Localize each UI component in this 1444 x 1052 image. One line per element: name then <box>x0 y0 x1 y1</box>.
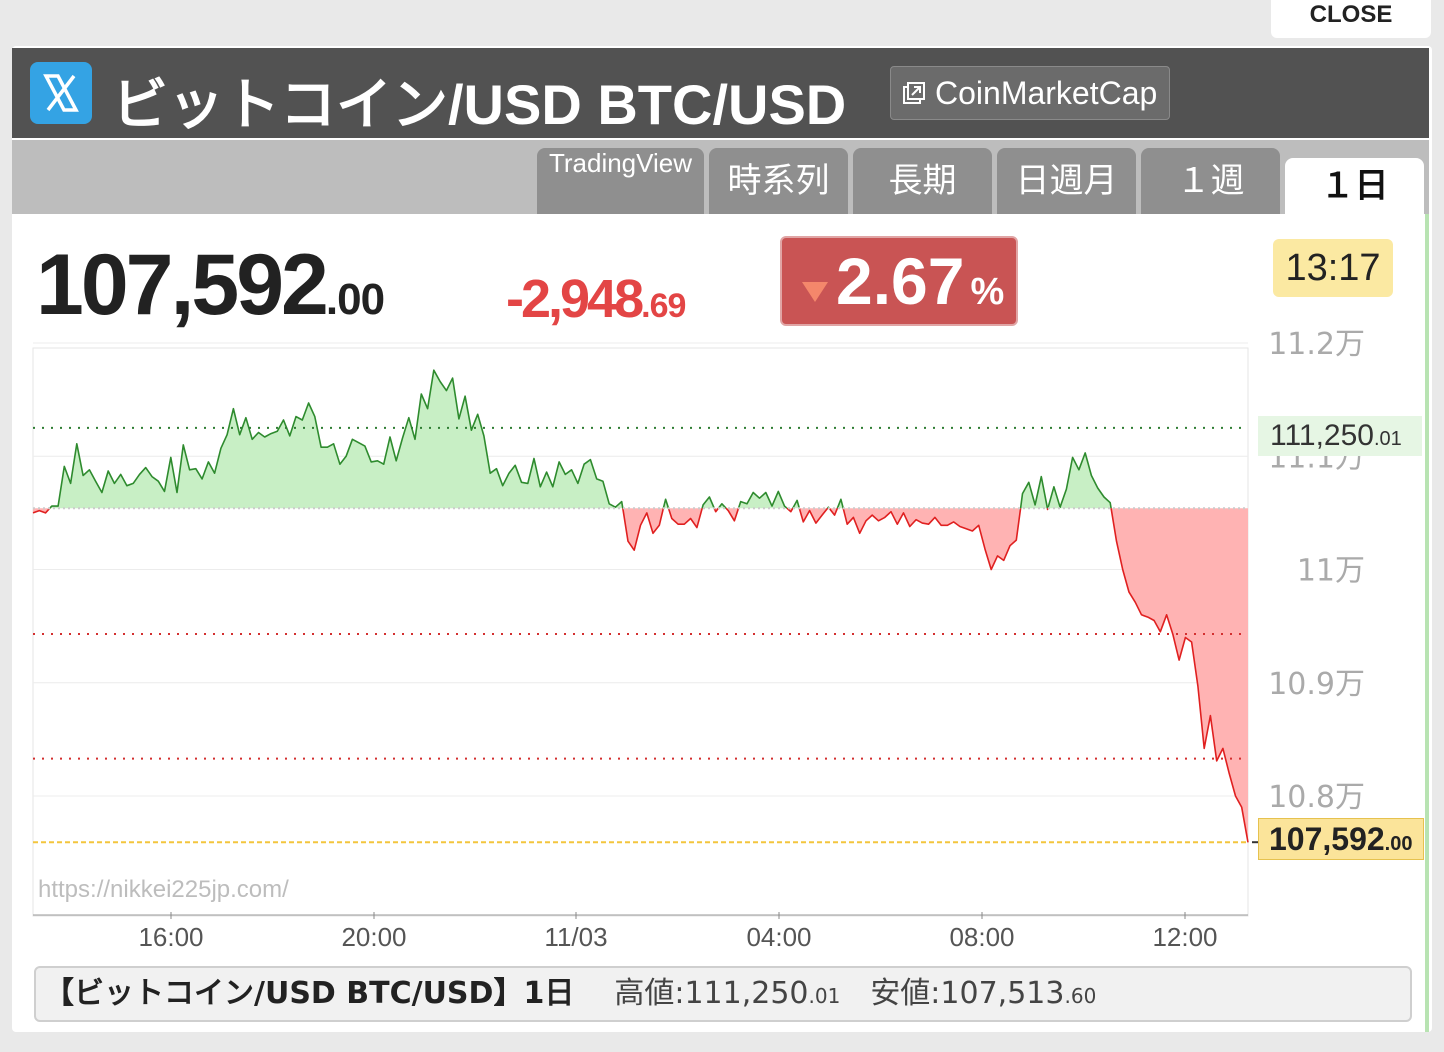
price-integer: 107,592 <box>36 237 329 333</box>
down-triangle-icon <box>802 282 828 302</box>
footer-low-label: 安値: <box>870 976 941 1011</box>
up-line <box>49 369 624 509</box>
plot-frame <box>32 347 1249 917</box>
down-line <box>842 508 1022 571</box>
footer-low-decimal: .60 <box>1064 984 1097 1008</box>
chart-modal: ビットコイン/USD BTC/USD CoinMarketCap Trading… <box>12 46 1432 1032</box>
footer-low-integer: 107,513 <box>940 976 1065 1011</box>
current-marker-decimal: .00 <box>1384 833 1413 855</box>
watermark-url: https://nikkei225jp.com/ <box>38 876 289 903</box>
up-line <box>836 498 844 509</box>
down-area <box>622 508 664 551</box>
footer-high-integer: 111,250 <box>684 976 809 1011</box>
footer-high-decimal: .01 <box>808 984 841 1008</box>
tab-1-week[interactable]: １週 <box>1141 148 1280 214</box>
tab-1-day[interactable]: １日 <box>1285 158 1424 214</box>
down-line <box>32 507 51 514</box>
y-tick-label: 10.8万 <box>1268 780 1365 815</box>
up-area <box>738 491 787 509</box>
down-line <box>786 507 794 513</box>
tab-day-week-month[interactable]: 日週月 <box>997 148 1136 214</box>
footer-high-label: 高値: <box>614 976 685 1011</box>
tab-timeseries[interactable]: 時系列 <box>709 148 848 214</box>
up-line <box>717 503 727 509</box>
up-line <box>792 499 801 509</box>
up-area <box>1020 476 1048 509</box>
down-line <box>1046 508 1049 511</box>
x-tick-label: 08:00 <box>949 922 1014 952</box>
x-tick-label: 04:00 <box>746 922 811 952</box>
coinmarketcap-link[interactable]: CoinMarketCap <box>890 66 1170 120</box>
up-line <box>1047 452 1112 509</box>
page-title: ビットコイン/USD BTC/USD <box>112 73 847 136</box>
coinmarketcap-label: CoinMarketCap <box>935 75 1158 111</box>
up-area <box>702 497 715 509</box>
down-area <box>799 508 828 524</box>
current-marker-integer: 107,592 <box>1269 821 1385 857</box>
tab-tradingview[interactable]: TradingView <box>537 148 704 214</box>
up-area <box>1047 452 1112 509</box>
down-area <box>1111 508 1248 843</box>
tab-bar: TradingView 時系列 長期 日週月 １週 １日 <box>12 140 1429 214</box>
title-bar: ビットコイン/USD BTC/USD CoinMarketCap <box>12 48 1429 138</box>
current-price-marker: 107,592.00 <box>1258 818 1424 860</box>
update-time: 13:17 <box>1273 239 1393 297</box>
up-line <box>737 490 788 509</box>
close-button[interactable]: CLOSE <box>1271 0 1431 38</box>
x-tick-label: 20:00 <box>341 922 406 952</box>
chart-footer: 【ビットコイン/USD BTC/USD】1日 高値:111,250.01 安値:10… <box>34 966 1412 1022</box>
down-line <box>1110 508 1249 843</box>
change-percent-badge: 2.67% <box>780 236 1018 326</box>
up-line <box>701 496 715 509</box>
down-line <box>713 507 720 513</box>
high-marker-label: 111,250.01 <box>1258 416 1422 456</box>
tab-long-term[interactable]: 長期 <box>853 148 992 214</box>
current-price: 107,592.00 <box>36 236 385 335</box>
down-line <box>622 508 665 551</box>
down-line <box>667 507 703 529</box>
x-tick-label: 16:00 <box>138 922 203 952</box>
y-tick-label: 11万 <box>1297 554 1365 589</box>
percent-unit: % <box>970 271 1005 313</box>
y-tick-label: 11.2万 <box>1268 327 1365 362</box>
change-decimal: .69 <box>641 287 686 325</box>
footer-title: 【ビットコイン/USD BTC/USD】1日 <box>44 976 575 1011</box>
x-tick-label: 11/03 <box>544 922 607 952</box>
price-change: -2,948.69 <box>506 268 686 330</box>
up-area <box>49 370 623 509</box>
high-marker-decimal: .01 <box>1374 428 1402 450</box>
x-tick-label: 12:00 <box>1152 922 1217 952</box>
down-line <box>798 507 829 524</box>
up-line <box>662 498 670 509</box>
x-share-icon[interactable] <box>30 62 92 124</box>
down-line <box>725 507 740 522</box>
down-line <box>828 507 839 516</box>
y-tick-label: 10.9万 <box>1268 667 1365 702</box>
price-decimal: .00 <box>325 275 385 324</box>
high-marker-integer: 111,250 <box>1270 419 1374 452</box>
external-link-icon <box>903 82 925 104</box>
change-percent-value: 2.67 <box>836 244 965 318</box>
panel-edge <box>1425 214 1429 1032</box>
change-integer: -2,948 <box>506 269 644 329</box>
up-line <box>1019 475 1049 509</box>
down-area <box>843 508 1021 570</box>
